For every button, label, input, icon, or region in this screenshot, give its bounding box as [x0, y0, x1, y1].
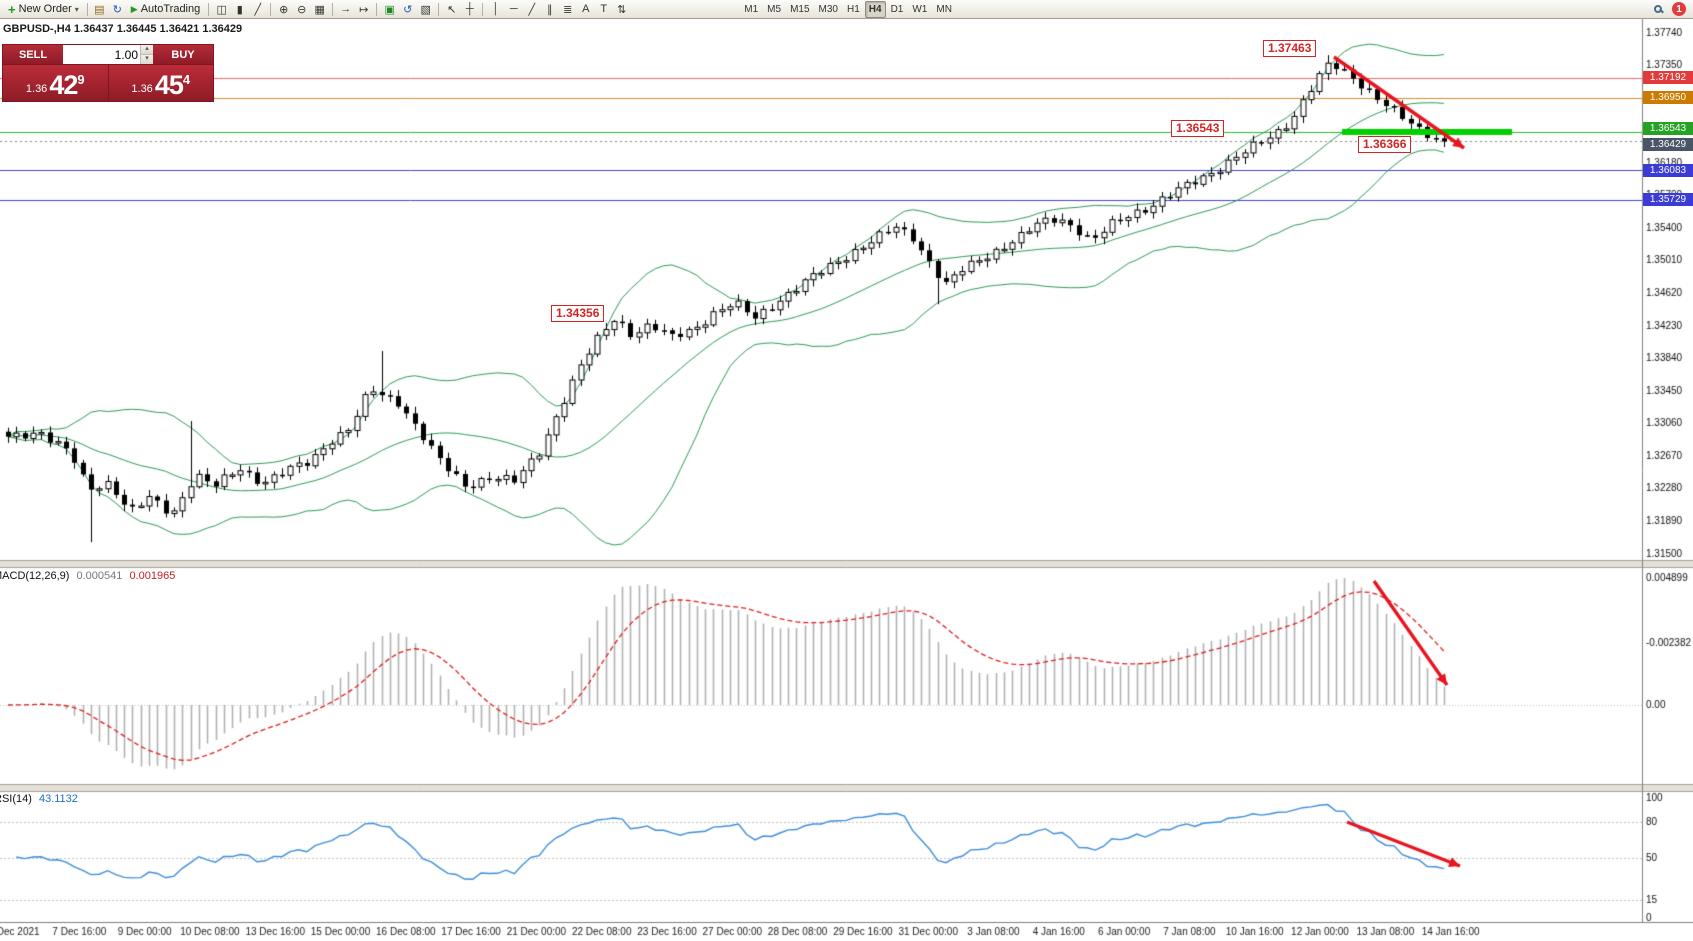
price-tag: 1.36543 [1643, 122, 1693, 136]
volume-input[interactable] [63, 45, 140, 64]
line-chart-icon[interactable]: ╱ [254, 3, 262, 16]
buy-button[interactable]: BUY [153, 45, 213, 64]
timeframe-m15-button[interactable]: M15 [790, 3, 810, 15]
timeframe-h1-button[interactable]: H1 [846, 3, 860, 15]
rsi-name: RSI(14) [0, 793, 32, 805]
channel-icon[interactable]: ∥ [547, 3, 553, 16]
volume-field: ▴ ▾ [63, 45, 153, 64]
play-icon: ▶ [130, 3, 138, 14]
timeframe-w1-button[interactable]: W1 [912, 3, 928, 15]
buy-price-display[interactable]: 1.36 45 4 [109, 65, 214, 101]
arrows-icon[interactable]: ⇅ [617, 3, 627, 16]
tile-windows-icon[interactable]: ▦ [314, 3, 325, 16]
price-tag: 1.36429 [1643, 137, 1693, 151]
new-chart-icon[interactable]: ▣ [384, 3, 395, 16]
fibonacci-icon[interactable]: ≣ [563, 3, 573, 16]
macd-name: MACD(12,26,9) [0, 570, 70, 582]
timeframe-h4-button[interactable]: H4 [864, 0, 886, 18]
timeframe-m30-button[interactable]: M30 [818, 3, 838, 15]
zoom-out-icon[interactable]: ⊖ [297, 3, 307, 16]
toolbar-separator [86, 2, 88, 16]
one-click-price-row: 1.36 42 9 1.36 45 4 [3, 65, 213, 101]
toolbar-separator [376, 2, 378, 16]
cursor-icon[interactable]: ↖ [447, 3, 457, 16]
bar-chart-icon[interactable]: ◫ [216, 3, 227, 16]
horizontal-line-icon[interactable]: ─ [509, 3, 518, 15]
new-order-label: New Order [18, 3, 72, 15]
timeframe-m1-button[interactable]: M1 [744, 3, 759, 15]
refresh-data-icon[interactable]: ↻ [112, 3, 122, 16]
time-axis[interactable] [0, 922, 1642, 941]
toolbar-separator [208, 2, 210, 16]
annotation-label: 1.37463 [1263, 40, 1317, 57]
buy-price-main: 45 [154, 70, 184, 100]
buy-price-base: 1.36 [131, 83, 153, 95]
timeframe-toolbar: M1 M5 M15 M30 H1 H4 D1 W1 MN [740, 0, 956, 18]
search-icon[interactable] [1649, 1, 1666, 18]
magnifier-glyph [1653, 5, 1662, 13]
annotation-label: 1.36543 [1171, 120, 1225, 137]
plus-icon: + [8, 1, 16, 17]
macd-signal-value: 0.001965 [129, 570, 176, 582]
timeframe-d1-button[interactable]: D1 [890, 3, 904, 15]
zoom-in-icon[interactable]: ⊕ [279, 3, 289, 16]
toolbar-separator [438, 2, 440, 16]
toolbar-right: 1 [1649, 1, 1690, 18]
macd-value: 0.000541 [76, 570, 123, 582]
annotation-label: 1.36366 [1358, 136, 1412, 153]
annotation-label: 1.34356 [551, 305, 605, 322]
auto-scroll-icon[interactable]: → [340, 3, 352, 15]
profiles-icon[interactable]: ▤ [94, 3, 105, 16]
templates-icon[interactable]: ▧ [420, 3, 431, 16]
one-click-divider [107, 65, 109, 101]
notification-badge[interactable]: 1 [1672, 2, 1686, 16]
rsi-label: RSI(14) 43.1132 [0, 793, 82, 805]
sell-price-main: 42 [49, 70, 78, 100]
new-order-button[interactable]: + New Order ▾ [3, 1, 84, 18]
price-tag: 1.36950 [1643, 91, 1693, 105]
macd-label: MACD(12,26,9) 0.000541 0.001965 [0, 570, 179, 582]
toolbar: + New Order ▾ ▤ ↻ ▶ AutoTrading ◫ ▮ ╱ ⊕ ⊖ ▦ → ↦ ▣… [0, 0, 1693, 19]
price-tag: 1.35729 [1643, 193, 1693, 207]
price-tag: 1.37192 [1643, 71, 1693, 85]
volume-spinner: ▴ ▾ [140, 45, 153, 64]
label-icon[interactable]: T [600, 3, 608, 15]
volume-down-button[interactable]: ▾ [141, 54, 153, 64]
one-click-top-row: SELL ▴ ▾ BUY [3, 45, 213, 65]
toolbar-pre-icons: ▤ ↻ [91, 1, 126, 18]
price-axis[interactable] [1642, 19, 1693, 922]
volume-up-button[interactable]: ▴ [141, 45, 153, 54]
timeframe-mn-button[interactable]: MN [936, 3, 952, 15]
chart-title: GBPUSD-,H4 1.36437 1.36445 1.36421 1.364… [3, 23, 243, 35]
trendline-icon[interactable]: ╱ [528, 3, 536, 16]
sell-price-base: 1.36 [25, 83, 48, 95]
sell-price-pip: 9 [77, 72, 85, 87]
rsi-value: 43.1132 [38, 793, 78, 805]
vertical-line-icon[interactable]: │ [492, 3, 500, 15]
timeframe-m5-button[interactable]: M5 [767, 3, 782, 15]
toolbar-separator [332, 2, 334, 16]
chart-shift-icon[interactable]: ↦ [359, 3, 369, 16]
toolbar-separator [270, 2, 272, 16]
buy-price-pip: 4 [182, 72, 191, 87]
crosshair-icon[interactable]: ┼ [465, 3, 474, 15]
autotrading-button[interactable]: ▶ AutoTrading [126, 1, 205, 18]
chevron-down-icon: ▾ [74, 4, 79, 14]
sell-price-display[interactable]: 1.36 42 9 [3, 65, 108, 101]
candlestick-chart-icon[interactable]: ▮ [236, 3, 243, 16]
chart-cycle-icon[interactable]: ↺ [403, 3, 413, 16]
sell-button[interactable]: SELL [3, 45, 63, 64]
text-icon[interactable]: A [582, 3, 590, 15]
autotrading-label: AutoTrading [140, 3, 201, 15]
price-tag: 1.36083 [1643, 163, 1693, 177]
toolbar-separator [482, 2, 484, 16]
toolbar-icon-groups: ◫ ▮ ╱ ⊕ ⊖ ▦ → ↦ ▣ ↺ ▧ ↖ ┼ │ ─ ╱ ∥ ≣ A T ⇅ [205, 1, 630, 18]
one-click-trading-widget: SELL ▴ ▾ BUY 1.36 42 9 1.36 45 4 [2, 44, 214, 102]
